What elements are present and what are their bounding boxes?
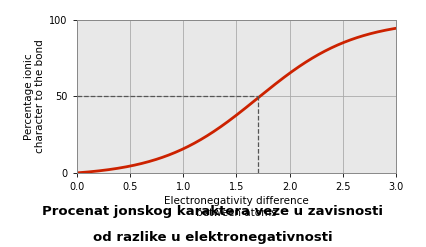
- X-axis label: Electronegativity difference
between atoms: Electronegativity difference between ato…: [164, 196, 309, 218]
- Text: od razlike u elektronegativnosti: od razlike u elektronegativnosti: [93, 231, 333, 244]
- Text: Procenat jonskog karaktera veze u zavisnosti: Procenat jonskog karaktera veze u zavisn…: [43, 205, 383, 218]
- Y-axis label: Percentage ionic
character to the bond: Percentage ionic character to the bond: [23, 40, 45, 153]
